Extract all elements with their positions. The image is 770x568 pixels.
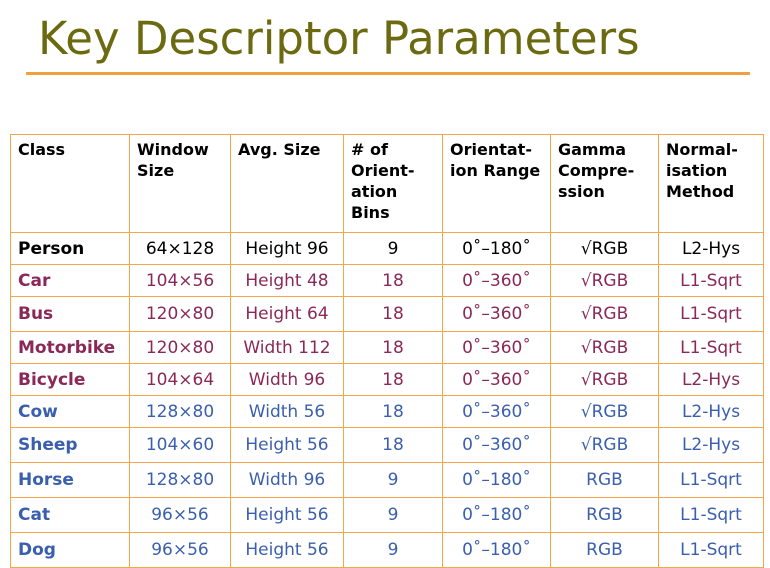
cell-avg-size: Height 48 — [230, 264, 344, 297]
descriptor-parameters-table: Class Window Size Avg. Size # of Orient-… — [10, 134, 764, 568]
table-row: Horse 128×80 Width 96 9 0˚–180˚ RGB L1-Sqrt — [10, 462, 764, 498]
cell-class: Horse — [10, 462, 130, 498]
table-row: Sheep 104×60 Height 56 18 0˚–360˚ √RGB L2-Hys — [10, 427, 764, 463]
cell-avg-size: Height 56 — [230, 427, 344, 463]
cell-orientation-range: 0˚–360˚ — [442, 331, 551, 364]
cell-window-size: 128×80 — [129, 395, 231, 428]
cell-orientation-range: 0˚–180˚ — [442, 232, 551, 265]
title-underline — [26, 72, 750, 75]
cell-orientation-bins: 9 — [343, 232, 443, 265]
cell-gamma-compression: √RGB — [550, 363, 659, 396]
cell-orientation-bins: 18 — [343, 296, 443, 332]
cell-gamma-compression: RGB — [550, 462, 659, 498]
cell-class: Bicycle — [10, 363, 130, 396]
cell-orientation-bins: 18 — [343, 331, 443, 364]
cell-gamma-compression: √RGB — [550, 331, 659, 364]
cell-window-size: 64×128 — [129, 232, 231, 265]
cell-orientation-bins: 18 — [343, 427, 443, 463]
cell-normalisation-method: L1-Sqrt — [658, 296, 764, 332]
cell-window-size: 120×80 — [129, 296, 231, 332]
cell-orientation-bins: 9 — [343, 462, 443, 498]
header-window-size: Window Size — [129, 134, 231, 233]
cell-orientation-range: 0˚–180˚ — [442, 497, 551, 533]
cell-window-size: 104×56 — [129, 264, 231, 297]
cell-class: Cat — [10, 497, 130, 533]
cell-orientation-range: 0˚–360˚ — [442, 427, 551, 463]
cell-orientation-range: 0˚–360˚ — [442, 264, 551, 297]
cell-window-size: 104×64 — [129, 363, 231, 396]
cell-normalisation-method: L2-Hys — [658, 427, 764, 463]
cell-class: Person — [10, 232, 130, 265]
header-class: Class — [10, 134, 130, 233]
cell-window-size: 128×80 — [129, 462, 231, 498]
cell-avg-size: Height 56 — [230, 532, 344, 568]
cell-gamma-compression: √RGB — [550, 395, 659, 428]
cell-class: Dog — [10, 532, 130, 568]
cell-avg-size: Height 56 — [230, 497, 344, 533]
cell-gamma-compression: √RGB — [550, 232, 659, 265]
table-row: Person 64×128 Height 96 9 0˚–180˚ √RGB L2-Hys — [10, 232, 764, 265]
cell-avg-size: Height 96 — [230, 232, 344, 265]
table-body: Person 64×128 Height 96 9 0˚–180˚ √RGB L2-Hys C… — [10, 232, 764, 568]
cell-gamma-compression: RGB — [550, 532, 659, 568]
cell-gamma-compression: √RGB — [550, 264, 659, 297]
header-orientation-range: Orientat-ion Range — [442, 134, 551, 233]
header-orientation-bins: # of Orient-ation Bins — [343, 134, 443, 233]
slide-title: Key Descriptor Parameters — [38, 12, 640, 65]
cell-normalisation-method: L1-Sqrt — [658, 462, 764, 498]
table-row: Car 104×56 Height 48 18 0˚–360˚ √RGB L1-Sqrt — [10, 264, 764, 297]
cell-normalisation-method: L1-Sqrt — [658, 532, 764, 568]
cell-orientation-bins: 9 — [343, 532, 443, 568]
cell-window-size: 120×80 — [129, 331, 231, 364]
cell-normalisation-method: L1-Sqrt — [658, 331, 764, 364]
cell-normalisation-method: L2-Hys — [658, 363, 764, 396]
table-row: Motorbike 120×80 Width 112 18 0˚–360˚ √RGB L1-… — [10, 331, 764, 364]
cell-orientation-range: 0˚–360˚ — [442, 363, 551, 396]
cell-orientation-range: 0˚–180˚ — [442, 462, 551, 498]
cell-class: Sheep — [10, 427, 130, 463]
cell-orientation-range: 0˚–360˚ — [442, 296, 551, 332]
cell-class: Car — [10, 264, 130, 297]
cell-orientation-range: 0˚–180˚ — [442, 532, 551, 568]
cell-normalisation-method: L1-Sqrt — [658, 497, 764, 533]
cell-gamma-compression: RGB — [550, 497, 659, 533]
cell-orientation-range: 0˚–360˚ — [442, 395, 551, 428]
cell-class: Cow — [10, 395, 130, 428]
table-row: Bus 120×80 Height 64 18 0˚–360˚ √RGB L1-Sqrt — [10, 296, 764, 332]
cell-avg-size: Width 112 — [230, 331, 344, 364]
cell-window-size: 96×56 — [129, 532, 231, 568]
table-row: Dog 96×56 Height 56 9 0˚–180˚ RGB L1-Sqrt — [10, 532, 764, 568]
cell-normalisation-method: L1-Sqrt — [658, 264, 764, 297]
cell-gamma-compression: √RGB — [550, 427, 659, 463]
cell-class: Bus — [10, 296, 130, 332]
table-header-row: Class Window Size Avg. Size # of Orient-… — [10, 134, 764, 233]
cell-orientation-bins: 18 — [343, 395, 443, 428]
table-row: Bicycle 104×64 Width 96 18 0˚–360˚ √RGB L2-Hys — [10, 363, 764, 396]
table-row: Cow 128×80 Width 56 18 0˚–360˚ √RGB L2-Hys — [10, 395, 764, 428]
cell-window-size: 104×60 — [129, 427, 231, 463]
cell-normalisation-method: L2-Hys — [658, 232, 764, 265]
cell-class: Motorbike — [10, 331, 130, 364]
cell-orientation-bins: 18 — [343, 363, 443, 396]
cell-avg-size: Width 56 — [230, 395, 344, 428]
cell-normalisation-method: L2-Hys — [658, 395, 764, 428]
cell-orientation-bins: 9 — [343, 497, 443, 533]
header-normalisation-method: Normal-isation Method — [658, 134, 764, 233]
cell-gamma-compression: √RGB — [550, 296, 659, 332]
header-avg-size: Avg. Size — [230, 134, 344, 233]
cell-window-size: 96×56 — [129, 497, 231, 533]
cell-avg-size: Height 64 — [230, 296, 344, 332]
cell-avg-size: Width 96 — [230, 363, 344, 396]
table-row: Cat 96×56 Height 56 9 0˚–180˚ RGB L1-Sqrt — [10, 497, 764, 533]
cell-orientation-bins: 18 — [343, 264, 443, 297]
cell-avg-size: Width 96 — [230, 462, 344, 498]
header-gamma-compression: Gamma Compre-ssion — [550, 134, 659, 233]
